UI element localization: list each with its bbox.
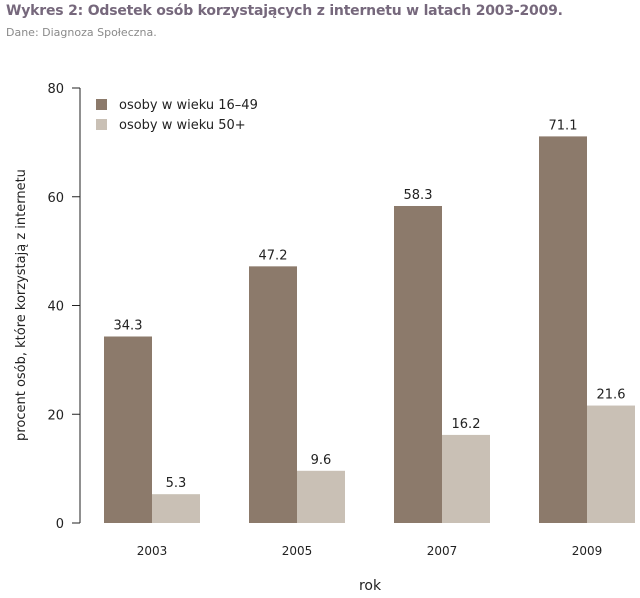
data-label: 47.2 [259,248,288,263]
data-label: 16.2 [452,417,481,432]
y-tick-label: 0 [56,517,64,532]
x-tick-label: 2005 [282,544,313,558]
data-label: 71.1 [549,118,578,133]
legend-label: osoby w wieku 50+ [119,118,246,133]
x-tick-label: 2003 [137,544,168,558]
bar-2009-series-2 [587,405,635,523]
legend-label: osoby w wieku 16–49 [119,98,258,113]
data-label: 58.3 [404,188,433,203]
bar-2005-series-2 [297,470,345,523]
y-tick-label: 20 [47,408,64,423]
bar-2007-series-2 [442,434,490,523]
chart-title: Wykres 2: Odsetek osób korzystających z … [6,3,563,19]
bar-2005-series-1 [249,266,297,523]
y-axis-label: procent osób, które korzystają z interne… [14,169,29,441]
data-label: 5.3 [166,476,187,491]
x-axis-label: rok [359,578,382,594]
data-label: 34.3 [114,318,143,333]
bar-2007-series-1 [394,205,442,523]
x-tick-label: 2007 [427,544,458,558]
y-tick-label: 60 [47,191,64,206]
bar-2003-series-2 [152,494,200,523]
data-label: 21.6 [597,388,626,403]
legend-swatch [96,99,107,110]
bar-2009-series-1 [539,136,587,524]
data-label: 9.6 [311,453,332,468]
y-tick-label: 40 [47,300,64,315]
chart-subtitle: Dane: Diagnoza Społeczna. [6,26,157,39]
y-tick-label: 80 [47,82,64,97]
bar-2003-series-1 [104,336,152,523]
legend-swatch [96,119,107,130]
x-tick-label: 2009 [572,544,603,558]
